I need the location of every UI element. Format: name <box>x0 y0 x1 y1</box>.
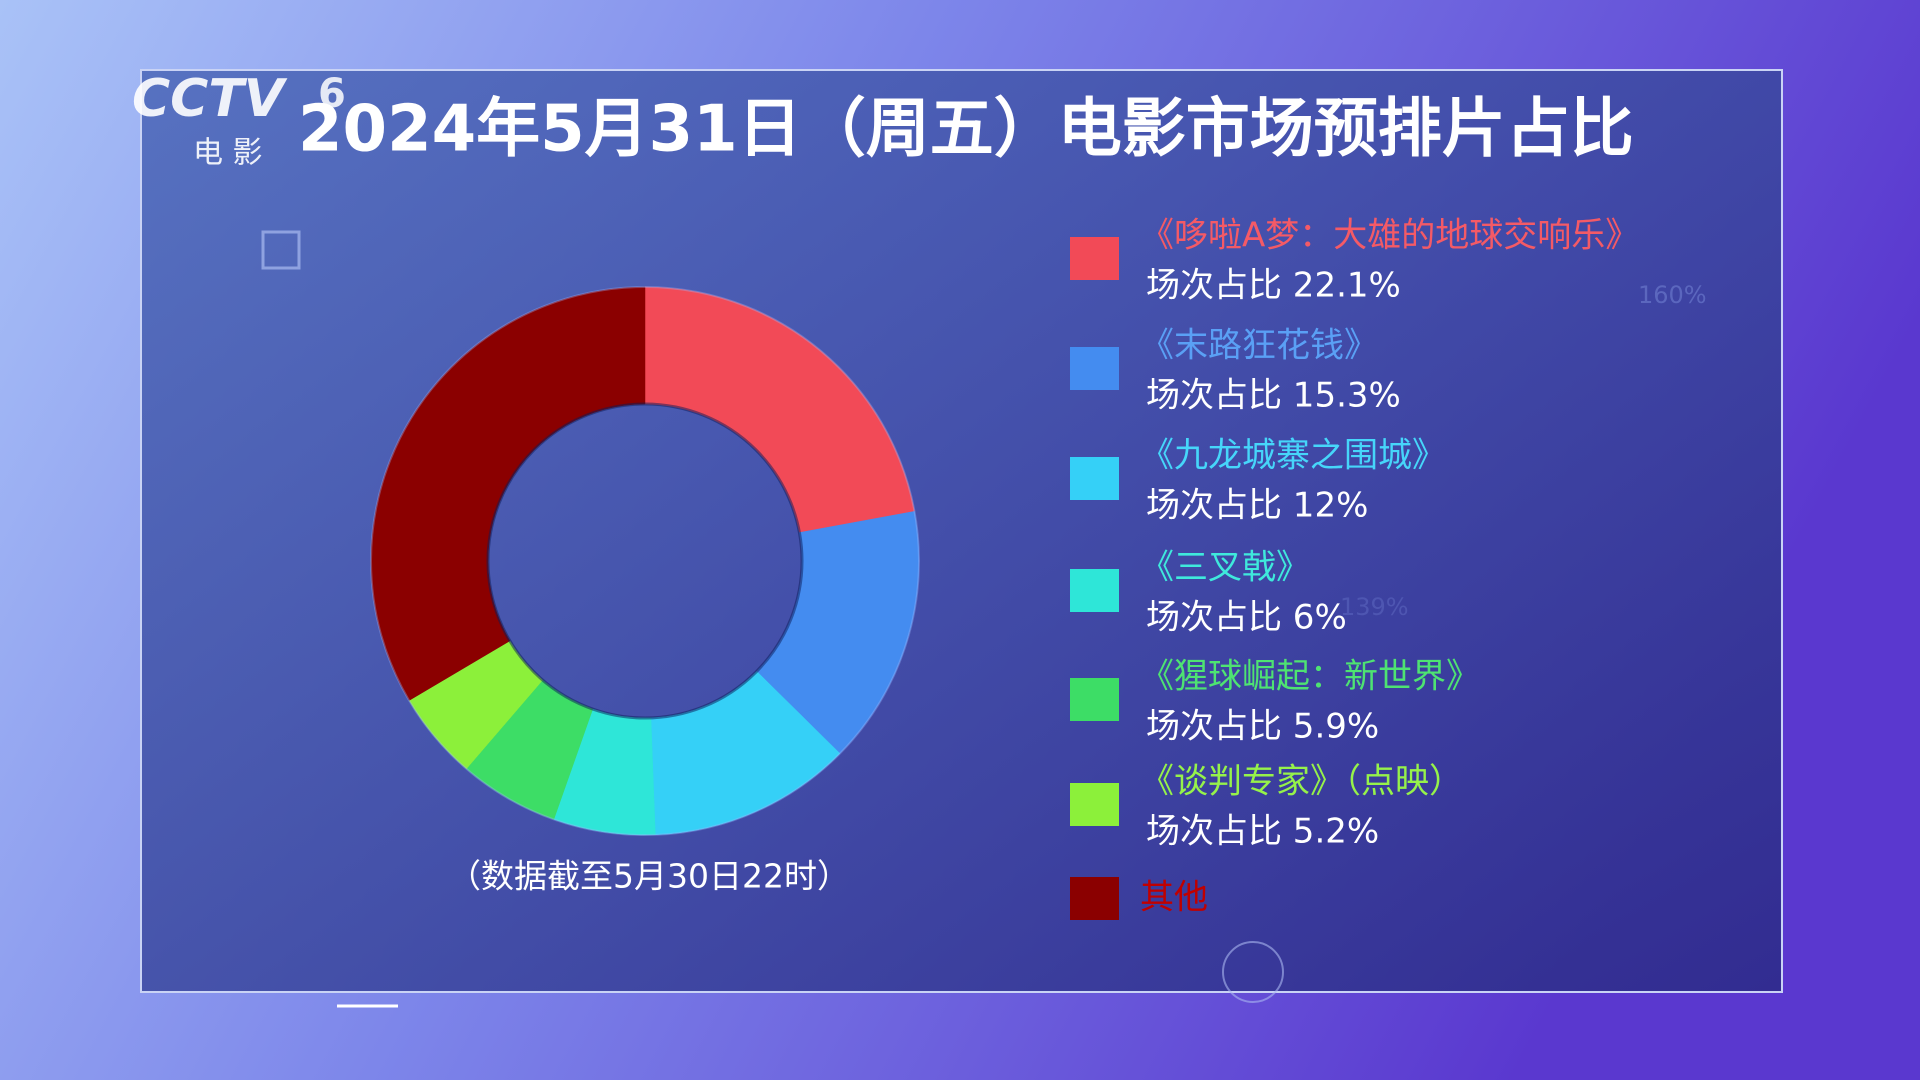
legend-swatch <box>1070 457 1119 500</box>
legend-label: 其他 <box>1140 878 1208 918</box>
legend-swatch <box>1070 877 1119 920</box>
value-label: 场次占比 12% <box>1146 486 1368 526</box>
chart-title: 2024年5月31日（周五）电影市场预排片占比 <box>298 93 1634 167</box>
caption: （数据截至5月30日22时） <box>448 857 850 896</box>
background-text: 139% <box>1340 593 1409 621</box>
legend-label: 《九龙城寨之围城》 <box>1140 436 1446 476</box>
legend-label: 《末路狂花钱》 <box>1140 326 1378 366</box>
logo-brand: CCTV <box>132 69 288 129</box>
value-label: 场次占比 6% <box>1146 598 1347 638</box>
legend-label: 《三叉戟》 <box>1140 548 1310 588</box>
logo-subtitle: 电 影 <box>193 136 263 171</box>
value-label: 场次占比 5.2% <box>1146 812 1379 852</box>
legend-swatch <box>1070 783 1119 826</box>
legend-swatch <box>1070 237 1119 280</box>
legend-label: 《哆啦A梦：大雄的地球交响乐》 <box>1140 216 1639 256</box>
legend-label: 《谈判专家》（点映） <box>1140 762 1463 802</box>
donut-rim <box>370 286 920 836</box>
logo-channel: 6 <box>318 71 346 117</box>
value-label: 场次占比 15.3% <box>1146 376 1401 416</box>
value-label: 场次占比 5.9% <box>1146 707 1379 747</box>
donut-hole-rim <box>486 402 804 720</box>
legend-swatch <box>1070 678 1119 721</box>
decoration <box>261 230 301 270</box>
background-text: 160% <box>1638 281 1707 309</box>
legend-swatch <box>1070 347 1119 390</box>
legend-label: 《猩球崛起：新世界》 <box>1140 657 1480 697</box>
decoration <box>1222 941 1284 1003</box>
legend-swatch <box>1070 569 1119 612</box>
value-label: 场次占比 22.1% <box>1146 266 1401 306</box>
